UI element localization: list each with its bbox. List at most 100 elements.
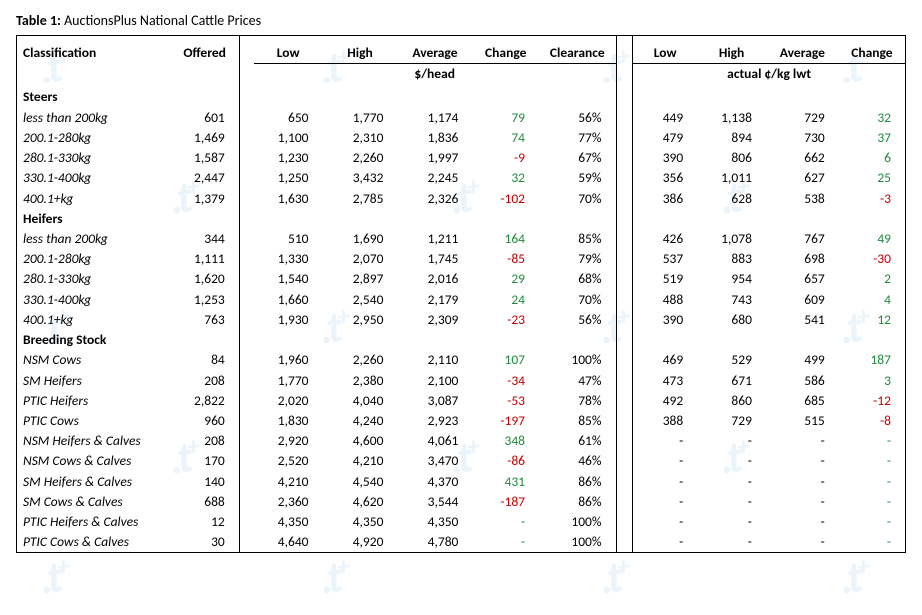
table-row: PTIC Heifers2,8222,0204,0403,087-5378%49…	[17, 391, 906, 411]
cell-avg-kg: 609	[766, 290, 839, 310]
cell-offered: 208	[171, 371, 240, 391]
cell-low-head: 1,770	[254, 371, 323, 391]
cell-high-kg: 894	[697, 128, 766, 148]
cell-high-kg: 628	[697, 189, 766, 209]
cell-low-head: 1,830	[254, 411, 323, 431]
cell-avg-head: 2,179	[397, 290, 472, 310]
cell-high-head: 3,432	[323, 168, 398, 188]
cell-low-kg: 426	[633, 229, 698, 249]
cell-low-head: 1,330	[254, 249, 323, 269]
cell-low-kg: 537	[633, 249, 698, 269]
cell-change-head: -	[472, 512, 539, 532]
cell-avg-kg: -	[766, 532, 839, 553]
cell-high-kg: 680	[697, 310, 766, 330]
cell-change-head: -	[472, 532, 539, 553]
cell-avg-head: 2,309	[397, 310, 472, 330]
cell-avg-head: 2,923	[397, 411, 472, 431]
cell-low-kg: -	[633, 431, 698, 451]
cell-offered: 12	[171, 512, 240, 532]
cell-avg-kg: 515	[766, 411, 839, 431]
cell-clearance: 68%	[539, 269, 616, 289]
cell-avg-kg: 657	[766, 269, 839, 289]
cell-clearance: 67%	[539, 148, 616, 168]
cell-high-head: 2,260	[323, 350, 398, 370]
row-label: PTIC Cows	[17, 411, 171, 431]
cell-high-kg: 883	[697, 249, 766, 269]
table-row: 400.1+kg1,3791,6302,7852,326-10270%38662…	[17, 189, 906, 209]
cell-clearance: 100%	[539, 350, 616, 370]
cell-low-kg: -	[633, 451, 698, 471]
cell-high-head: 1,690	[323, 229, 398, 249]
cell-clearance: 47%	[539, 371, 616, 391]
caption-prefix: Table 1:	[16, 12, 61, 29]
cell-offered: 1,469	[171, 128, 240, 148]
cell-avg-head: 3,544	[397, 492, 472, 512]
cell-high-kg: -	[697, 532, 766, 553]
row-label: less than 200kg	[17, 108, 171, 128]
row-label: NSM Heifers & Calves	[17, 431, 171, 451]
cell-low-head: 1,630	[254, 189, 323, 209]
cell-high-head: 4,620	[323, 492, 398, 512]
cell-clearance: 77%	[539, 128, 616, 148]
cell-low-head: 4,350	[254, 512, 323, 532]
hdr-low-head: Low	[254, 36, 323, 64]
cell-change-head: 29	[472, 269, 539, 289]
cell-low-kg: 473	[633, 371, 698, 391]
cell-offered: 763	[171, 310, 240, 330]
table-row: PTIC Heifers & Calves124,3504,3504,350-1…	[17, 512, 906, 532]
cell-change-kg: 3	[839, 371, 906, 391]
cell-avg-kg: 730	[766, 128, 839, 148]
row-label: 330.1-400kg	[17, 290, 171, 310]
cell-change-kg: 187	[839, 350, 906, 370]
cell-avg-head: 1,745	[397, 249, 472, 269]
section-label: Steers	[17, 87, 171, 107]
row-label: SM Heifers & Calves	[17, 472, 171, 492]
cell-high-kg: 729	[697, 411, 766, 431]
table-row: 200.1-280kg1,4691,1002,3101,8367477%4798…	[17, 128, 906, 148]
cell-high-kg: -	[697, 472, 766, 492]
cell-change-head: 107	[472, 350, 539, 370]
table-row: 280.1-330kg1,5871,2302,2601,997-967%3908…	[17, 148, 906, 168]
row-label: PTIC Heifers & Calves	[17, 512, 171, 532]
cell-offered: 1,253	[171, 290, 240, 310]
cell-avg-head: 1,836	[397, 128, 472, 148]
cell-change-kg: 6	[839, 148, 906, 168]
cell-change-head: 431	[472, 472, 539, 492]
cell-avg-head: 2,016	[397, 269, 472, 289]
cell-high-kg: 1,011	[697, 168, 766, 188]
cell-change-head: -85	[472, 249, 539, 269]
cell-change-kg: 4	[839, 290, 906, 310]
cell-clearance: 85%	[539, 229, 616, 249]
cell-low-kg: 469	[633, 350, 698, 370]
cell-high-kg: 671	[697, 371, 766, 391]
cell-high-kg: 1,138	[697, 108, 766, 128]
cell-low-head: 650	[254, 108, 323, 128]
table-body: Steersless than 200kg6016501,7701,174795…	[17, 87, 906, 553]
cell-offered: 140	[171, 472, 240, 492]
cell-low-kg: 488	[633, 290, 698, 310]
cell-change-head: -197	[472, 411, 539, 431]
hdr-chg-head: Change	[472, 36, 539, 64]
hdr-high-kg: High	[697, 36, 766, 64]
cell-offered: 2,822	[171, 391, 240, 411]
cell-change-kg: -	[839, 512, 906, 532]
cell-avg-kg: -	[766, 431, 839, 451]
row-label: 200.1-280kg	[17, 128, 171, 148]
cell-offered: 1,379	[171, 189, 240, 209]
cell-high-kg: 743	[697, 290, 766, 310]
cell-change-kg: 2	[839, 269, 906, 289]
cell-offered: 30	[171, 532, 240, 553]
table-row: NSM Cows841,9602,2602,110107100%46952949…	[17, 350, 906, 370]
cell-clearance: 56%	[539, 310, 616, 330]
cell-offered: 208	[171, 431, 240, 451]
cell-clearance: 61%	[539, 431, 616, 451]
cell-low-head: 1,100	[254, 128, 323, 148]
table-row: NSM Cows & Calves1702,5204,2103,470-8646…	[17, 451, 906, 471]
cell-low-kg: -	[633, 472, 698, 492]
cell-clearance: 70%	[539, 189, 616, 209]
cell-low-kg: 390	[633, 148, 698, 168]
table-header: Classification Offered Low High Average …	[17, 36, 906, 88]
cell-change-head: 164	[472, 229, 539, 249]
cell-change-head: -9	[472, 148, 539, 168]
cell-high-kg: 529	[697, 350, 766, 370]
